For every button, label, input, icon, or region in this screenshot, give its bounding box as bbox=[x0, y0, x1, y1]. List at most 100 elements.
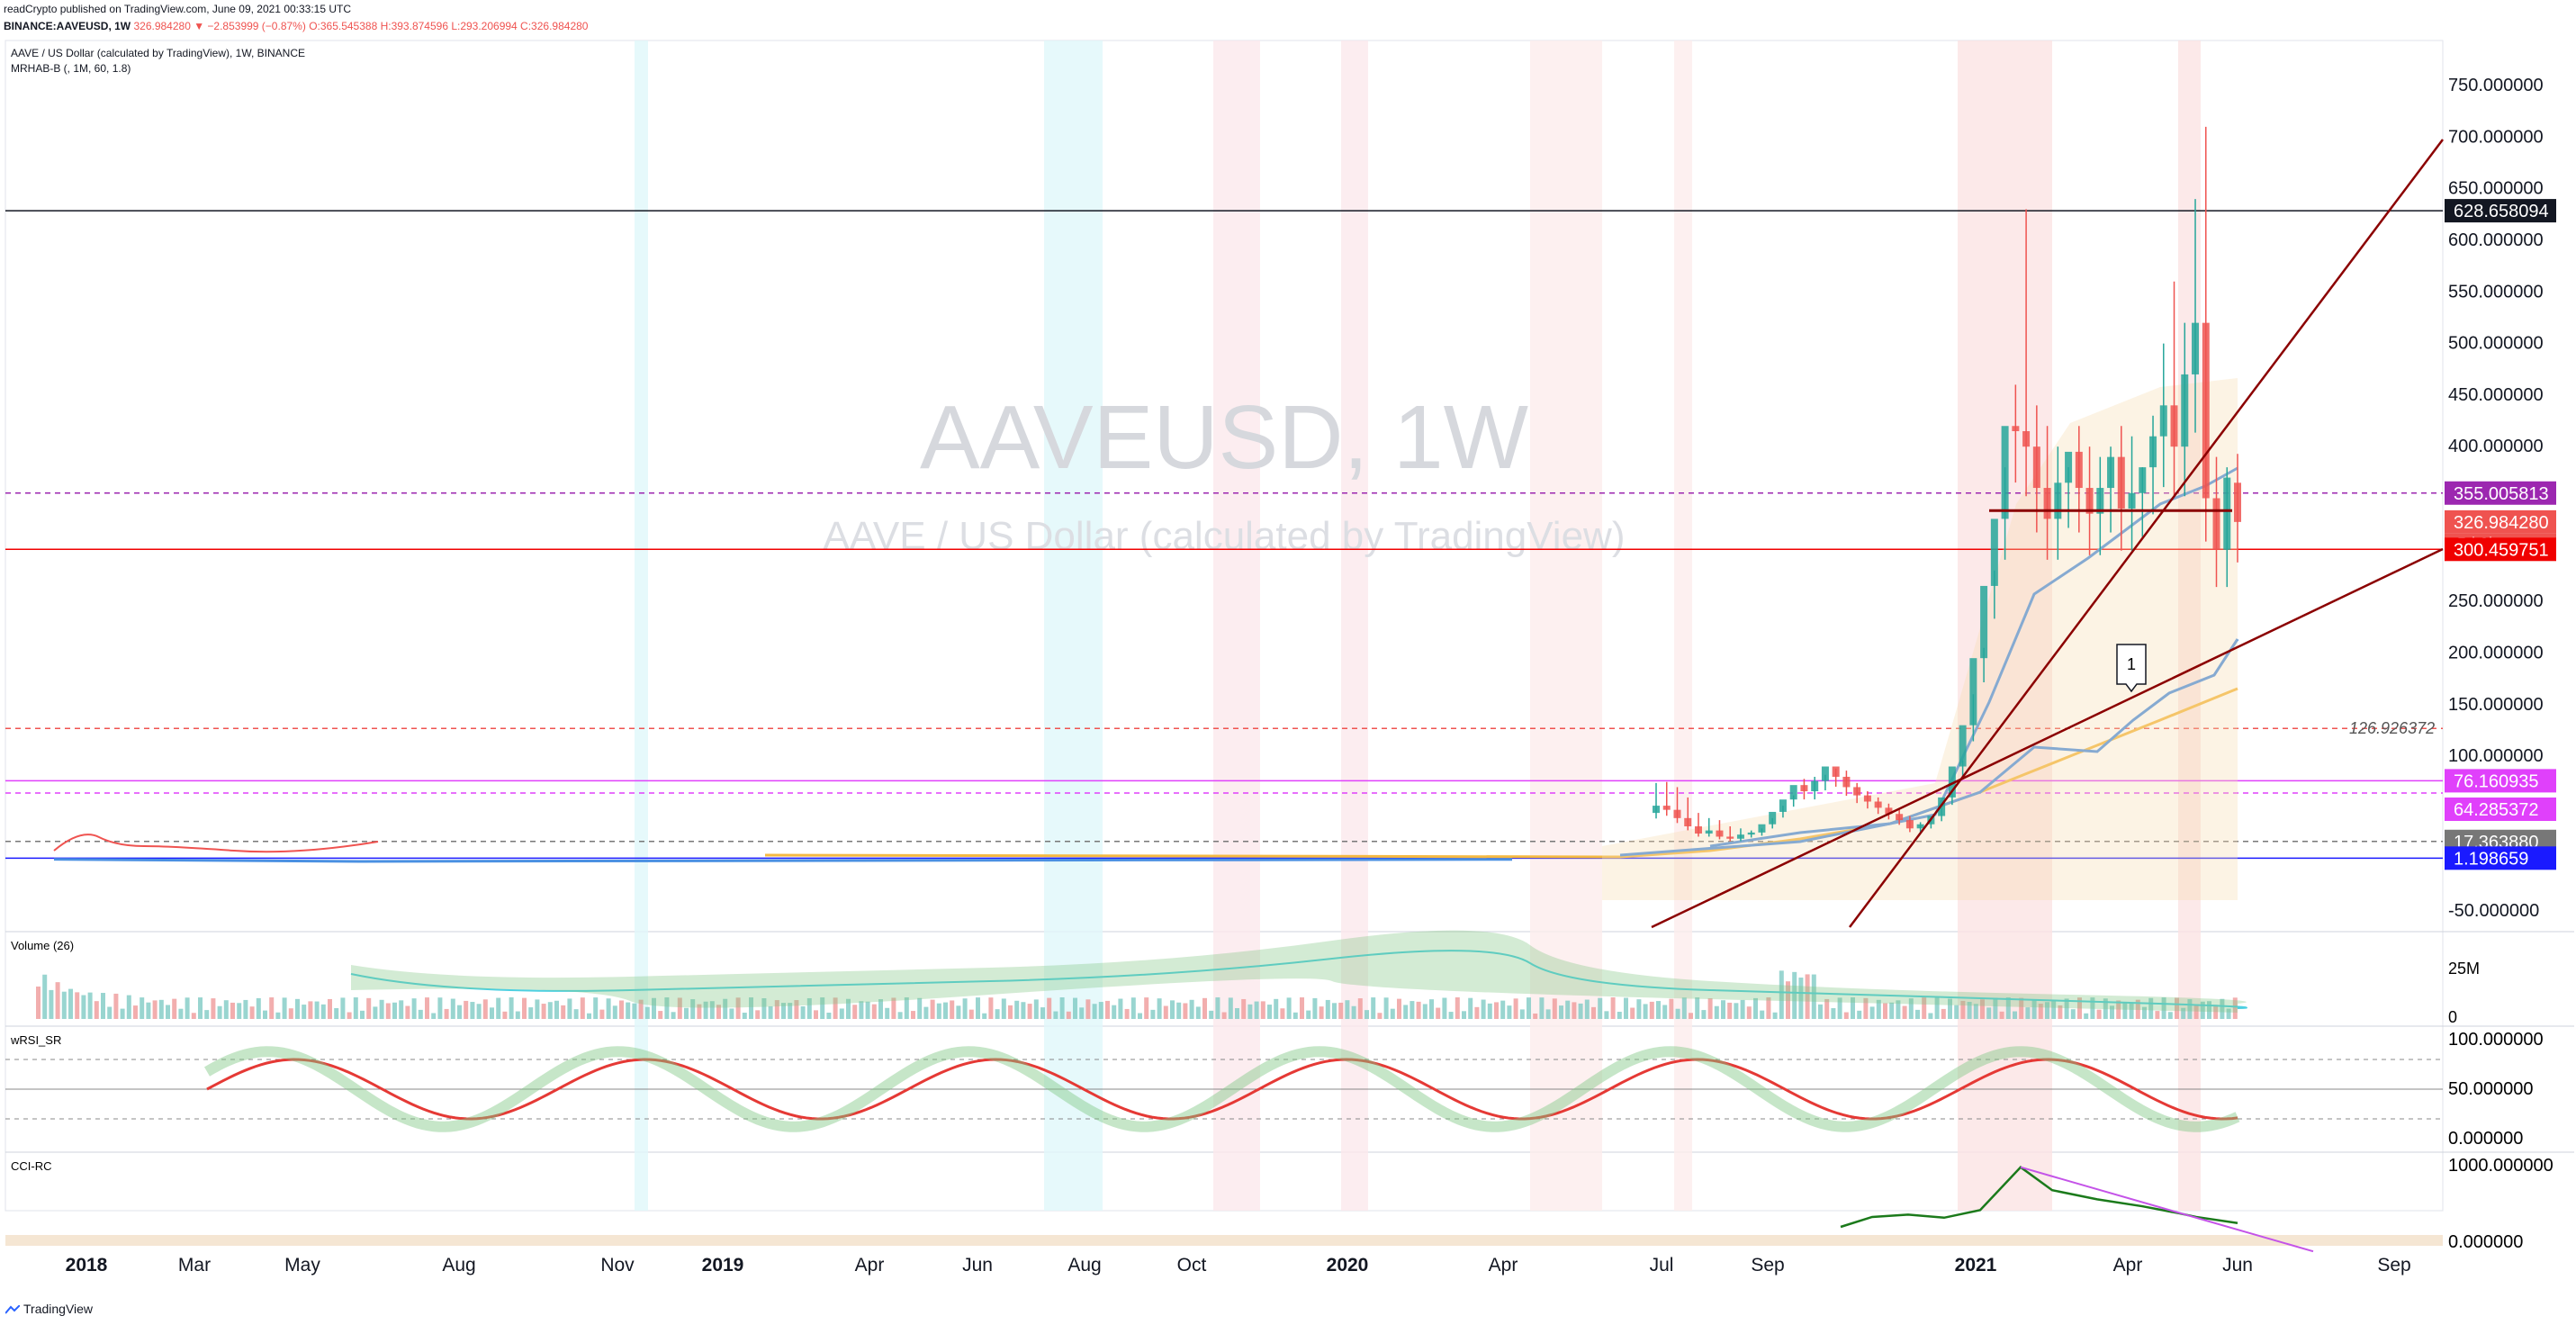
price-tag-box bbox=[2445, 509, 2556, 534]
volume-bar bbox=[664, 997, 670, 1019]
candle-body bbox=[1863, 795, 1871, 802]
price-tick-label: 100.000000 bbox=[2448, 746, 2544, 766]
candle-body bbox=[1874, 801, 1882, 808]
volume-bar bbox=[2193, 1004, 2199, 1019]
volume-bar bbox=[2110, 1005, 2114, 1019]
volume-bar bbox=[1377, 1013, 1383, 1019]
volume-bar bbox=[1617, 1012, 1622, 1019]
ma-blue-line bbox=[1619, 466, 2238, 857]
volume-bar bbox=[411, 998, 417, 1019]
volume-bar bbox=[697, 1004, 702, 1019]
volume-bar bbox=[2200, 1001, 2205, 1019]
volume-bar bbox=[1727, 1002, 1733, 1019]
volume-bar bbox=[1604, 1011, 1609, 1019]
volume-bar bbox=[671, 1012, 676, 1019]
volume-bar bbox=[1021, 1002, 1026, 1019]
time-tick-label: Aug bbox=[442, 1255, 475, 1275]
volume-bar bbox=[1066, 1011, 1071, 1019]
volume-bar bbox=[658, 1011, 663, 1019]
volume-bar bbox=[347, 1012, 352, 1019]
price-tag-box bbox=[2445, 199, 2556, 223]
volume-bar bbox=[1202, 997, 1207, 1019]
volume-bar bbox=[1027, 1004, 1032, 1019]
volume-bar bbox=[1869, 1006, 1875, 1019]
volume-bar bbox=[606, 998, 611, 1019]
volume-bar bbox=[943, 1002, 948, 1019]
candle-body bbox=[1684, 817, 1692, 827]
candle-body bbox=[2192, 322, 2200, 374]
volume-bar bbox=[535, 999, 540, 1019]
volume-bar bbox=[1254, 1001, 1259, 1019]
volume-bar bbox=[230, 1002, 235, 1019]
volume-bar bbox=[794, 1000, 799, 1019]
volume-bar bbox=[320, 1004, 326, 1019]
volume-bar bbox=[1766, 997, 1771, 1019]
volume-label: Volume (26) bbox=[11, 939, 74, 952]
volume-bar bbox=[1740, 999, 1745, 1019]
cci-axis-label: 1000.000000 bbox=[2448, 1156, 2553, 1176]
volume-bar bbox=[2167, 1012, 2173, 1019]
volume-bar bbox=[223, 1000, 229, 1019]
volume-bar bbox=[133, 1005, 138, 1019]
volume-bar bbox=[852, 1005, 858, 1019]
volume-bar bbox=[1047, 997, 1052, 1019]
volume-bar bbox=[1008, 1005, 1013, 1019]
time-tick-label: Jul bbox=[1650, 1255, 1674, 1275]
price-change: 326.984280 ▼ −2.853999 (−0.87%) bbox=[133, 20, 306, 32]
volume-bar bbox=[1805, 974, 1810, 1019]
volume-bar bbox=[49, 989, 54, 1019]
volume-bar bbox=[891, 997, 896, 1019]
symbol-line: BINANCE:AAVEUSD, 1W 326.984280 ▼ −2.8539… bbox=[4, 20, 588, 32]
volume-bar bbox=[1527, 997, 1531, 1019]
time-tick-label: Apr bbox=[1489, 1255, 1518, 1275]
volume-bar bbox=[1085, 999, 1091, 1019]
volume-bar bbox=[1416, 1001, 1421, 1019]
volume-bar bbox=[580, 997, 585, 1019]
volume-bar bbox=[911, 1011, 915, 1019]
candle-body bbox=[2128, 492, 2136, 509]
volume-bar bbox=[2187, 999, 2193, 1019]
candle-body bbox=[2212, 498, 2220, 550]
volume-bar bbox=[1798, 978, 1804, 1019]
volume-bar bbox=[2084, 1013, 2089, 1019]
volume-bar bbox=[360, 1010, 365, 1019]
volume-bar bbox=[1073, 997, 1077, 1019]
volume-bar bbox=[1559, 1005, 1563, 1019]
ohlc-values: O:365.545388 H:393.874596 L:293.206994 C… bbox=[309, 20, 589, 32]
candle-body bbox=[1896, 814, 1904, 821]
volume-bar bbox=[1636, 999, 1642, 1019]
price-tag: 300.459751 bbox=[2445, 537, 2556, 562]
candle-body bbox=[1853, 787, 1861, 796]
time-tick-label: Apr bbox=[2113, 1255, 2143, 1275]
volume-bar bbox=[2077, 997, 2082, 1019]
volume-bar bbox=[1183, 1003, 1188, 1019]
volume-bar bbox=[191, 1013, 196, 1019]
volume-bar bbox=[2025, 1007, 2031, 1019]
volume-bar bbox=[1643, 1004, 1648, 1019]
footer-brand-label: TradingView bbox=[23, 1302, 94, 1316]
volume-bar bbox=[1915, 1009, 1920, 1019]
volume-bar bbox=[1267, 1005, 1272, 1019]
candle-body bbox=[2181, 374, 2189, 447]
time-tick-label: Nov bbox=[600, 1255, 635, 1275]
volume-bar bbox=[1928, 1013, 1933, 1019]
volume-bar bbox=[1455, 997, 1460, 1019]
wrsi-line bbox=[206, 1058, 2238, 1121]
price-tag-label: 64.285372 bbox=[2454, 800, 2539, 820]
candle-body bbox=[2085, 488, 2094, 514]
wrsi-ribbon bbox=[203, 1046, 2240, 1132]
cci-label: CCI-RC bbox=[11, 1159, 52, 1173]
price-tick-label: 200.000000 bbox=[2448, 643, 2544, 662]
indicator-legend: MRHAB-B (, 1M, 60, 1.8) bbox=[11, 62, 131, 75]
volume-bar bbox=[275, 1012, 281, 1019]
volume-bar bbox=[904, 997, 909, 1019]
volume-bar bbox=[1397, 998, 1401, 1019]
volume-bar bbox=[1092, 1004, 1097, 1019]
volume-bar bbox=[573, 1009, 579, 1019]
volume-bar bbox=[444, 1008, 449, 1019]
volume-bar bbox=[962, 998, 968, 1019]
volume-bar bbox=[211, 998, 216, 1019]
volume-bar bbox=[1649, 1001, 1654, 1019]
volume-bar bbox=[1176, 1002, 1182, 1019]
